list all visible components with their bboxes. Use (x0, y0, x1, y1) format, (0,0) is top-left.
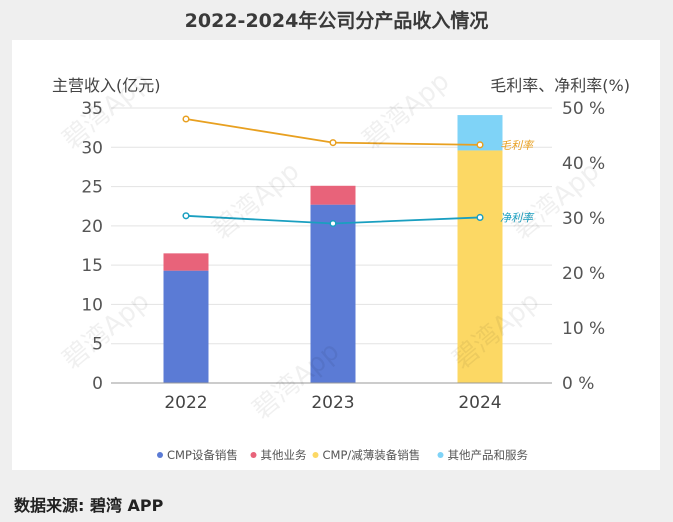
x-tick-label: 2024 (458, 393, 501, 413)
left-tick-label: 10 (81, 295, 103, 315)
left-tick-label: 15 (81, 256, 103, 276)
right-tick-label: 50 % (562, 99, 605, 119)
legend-marker (157, 452, 163, 458)
bar-segment (163, 270, 209, 383)
legend-marker (312, 452, 319, 458)
right-tick-label: 30 % (562, 209, 605, 229)
left-tick-label: 35 (81, 99, 103, 119)
source-note: 数据来源: 碧湾 APP (14, 496, 164, 515)
legend-label: 其他业务 (261, 448, 307, 462)
left-tick-label: 0 (92, 374, 103, 394)
line-point (329, 139, 337, 147)
line-point (329, 219, 337, 228)
watermark-text: 碧湾App (357, 66, 455, 155)
watermark-text: 碧湾App (207, 156, 305, 245)
bar-segment (163, 253, 209, 271)
line-point (182, 212, 190, 220)
left-axis-label: 主营收入(亿元) (52, 76, 161, 95)
legend-label: CMP设备销售 (167, 448, 238, 462)
right-tick-label: 40 % (562, 154, 605, 174)
watermark-text: 碧湾App (507, 156, 605, 245)
bar-segment (310, 185, 356, 205)
line-point (182, 115, 190, 123)
line-series-label: 毛利率 (500, 139, 535, 152)
legend-marker (250, 452, 257, 458)
right-tick-label: 10 % (562, 319, 605, 339)
chart-panel: 主营收入(亿元) 毛利率、净利率(%) 0 5 10 15 20 25 30 35 0 % 10 % 2… (12, 40, 660, 470)
line-point (476, 141, 484, 149)
bar-segment (457, 150, 503, 383)
legend-label: CMP/减薄装备销售 (323, 448, 421, 462)
legend-label: 其他产品和服务 (448, 448, 529, 462)
watermark-text: 碧湾App (57, 286, 155, 375)
left-tick-label: 25 (81, 178, 103, 198)
x-tick-label: 2022 (164, 393, 207, 413)
right-tick-label: 20 % (562, 264, 605, 284)
legend-marker (437, 452, 444, 458)
left-tick-label: 30 (81, 138, 103, 158)
right-tick-label: 0 % (562, 374, 594, 394)
left-tick-label: 5 (92, 335, 103, 355)
chart-title: 2022-2024年公司分产品收入情况 (184, 10, 489, 32)
left-tick-label: 20 (81, 217, 103, 237)
x-tick-label: 2023 (311, 393, 354, 413)
right-axis-label: 毛利率、净利率(%) (490, 76, 630, 95)
line-series-label: 净利率 (500, 211, 535, 224)
chart: 主营收入(亿元) 毛利率、净利率(%) 0 5 10 15 20 25 30 35 0 % 10 % 2… (52, 66, 630, 462)
bar-segment (310, 204, 356, 383)
line-point (476, 213, 484, 221)
